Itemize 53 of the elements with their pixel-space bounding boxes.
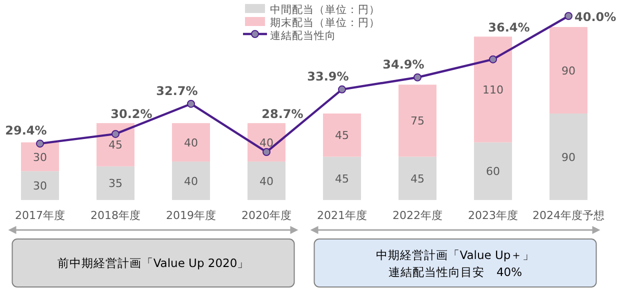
data-label: 30 bbox=[33, 180, 47, 193]
bar bbox=[21, 171, 59, 200]
bar bbox=[172, 162, 210, 200]
x-tick-label: 2017年度 bbox=[15, 209, 65, 222]
data-label: 35 bbox=[108, 177, 122, 190]
text: 前中期経営計画「Value Up 2020」 bbox=[57, 256, 250, 270]
data-label: 110 bbox=[482, 83, 504, 96]
legend-label: 中間配当（単位：円） bbox=[270, 3, 380, 16]
data-label: 28.7% bbox=[262, 107, 304, 122]
data-label: 29.4% bbox=[5, 124, 47, 138]
data-label: 30 bbox=[33, 150, 47, 164]
legend-label: 期末配当（単位：円） bbox=[270, 16, 380, 29]
x-tick-label: 2023年度 bbox=[468, 209, 518, 222]
data-label: 45 bbox=[335, 172, 349, 186]
legend-label: 連結配当性向 bbox=[270, 29, 336, 42]
data-label: 45 bbox=[108, 138, 122, 152]
data-label: 40 bbox=[260, 174, 274, 188]
data-label: 40 bbox=[184, 174, 198, 188]
x-tick-label: 2020年度 bbox=[242, 209, 292, 222]
bar bbox=[96, 166, 134, 200]
data-label: 45 bbox=[410, 172, 424, 186]
bar bbox=[398, 84, 436, 157]
data-label: 40.0% bbox=[574, 10, 616, 24]
data-label: 90 bbox=[562, 64, 576, 78]
bar bbox=[96, 123, 134, 166]
x-tick-label: 2021年度 bbox=[317, 209, 367, 222]
bar bbox=[550, 114, 588, 200]
bar bbox=[248, 162, 286, 200]
text: 中期経営計画「Value Up＋」 bbox=[376, 248, 535, 262]
x-tick-label: 2018年度 bbox=[90, 209, 140, 222]
data-label: 45 bbox=[335, 129, 349, 142]
x-tick-label: 2022年度 bbox=[392, 209, 442, 222]
x-tick-label: 2019年度 bbox=[166, 209, 216, 222]
data-label: 32.7% bbox=[156, 84, 198, 98]
data-label: 90 bbox=[562, 150, 576, 164]
bar bbox=[248, 123, 286, 162]
bar bbox=[474, 36, 512, 142]
bar bbox=[172, 123, 210, 162]
data-label: 40 bbox=[260, 136, 274, 150]
data-label: 30.2% bbox=[110, 107, 152, 122]
data-label: 36.4% bbox=[488, 20, 530, 35]
data-label: 34.9% bbox=[382, 57, 424, 72]
bar bbox=[398, 156, 436, 200]
bar bbox=[323, 156, 361, 200]
bar bbox=[550, 27, 588, 114]
bar bbox=[323, 114, 361, 157]
data-label: 40 bbox=[184, 136, 198, 150]
text: 連結配当性向目安 40% bbox=[388, 265, 522, 279]
data-label: 60 bbox=[486, 165, 500, 178]
data-label: 75 bbox=[410, 114, 424, 128]
data-label: 33.9% bbox=[307, 69, 349, 84]
bar bbox=[474, 142, 512, 200]
x-tick-label: 2024年度予想 bbox=[532, 209, 604, 222]
